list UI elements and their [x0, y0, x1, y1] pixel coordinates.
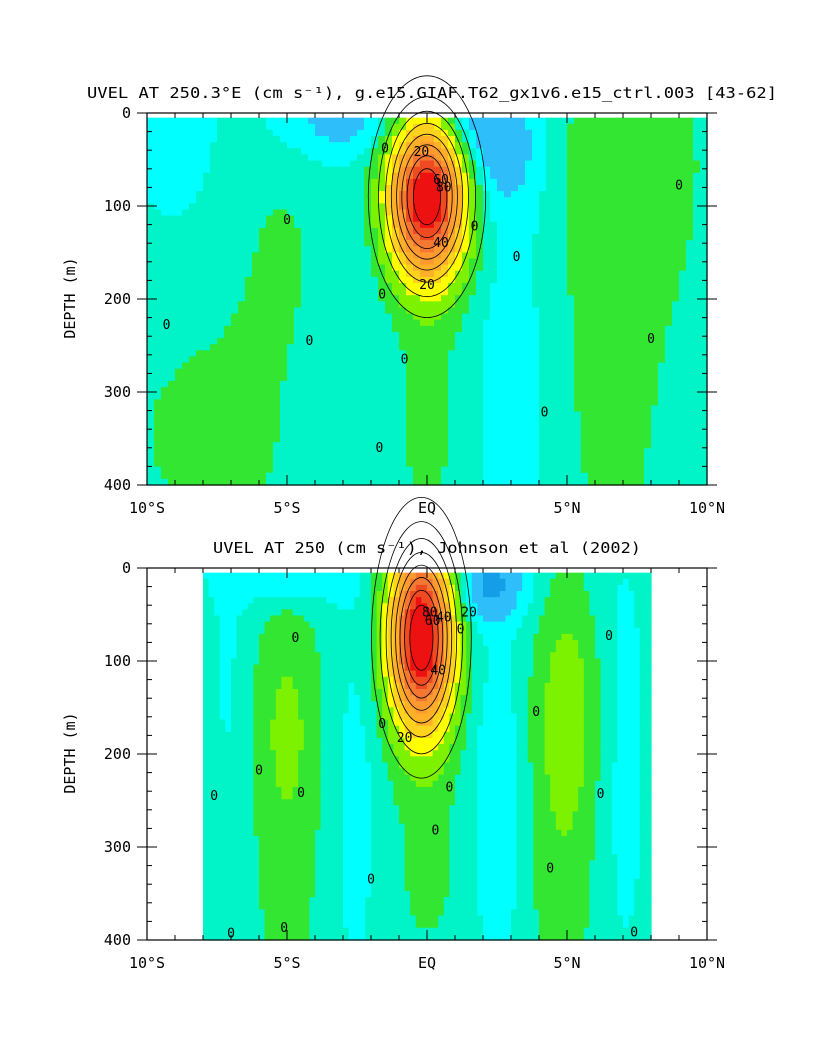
contour-label: 0	[210, 789, 218, 804]
contour-label: 20	[414, 145, 430, 160]
contour-label: 0	[605, 629, 613, 644]
y-tick-label: 300	[104, 838, 131, 856]
contour-label: 0	[457, 622, 465, 637]
y-tick-label: 0	[122, 104, 131, 122]
contour-label: 0	[227, 926, 235, 941]
x-tick-label: 10°N	[689, 954, 725, 972]
x-tick-label: 10°S	[129, 954, 165, 972]
contour-label: 0	[297, 786, 305, 801]
contour-label: 0	[675, 179, 683, 194]
chart-title: UVEL AT 250.3°E (cm s⁻¹), g.e15.GIAF.T62…	[87, 84, 777, 102]
contour-label: 0	[541, 405, 549, 420]
x-tick-label: 5°N	[553, 954, 580, 972]
y-tick-label: 200	[104, 290, 131, 308]
x-tick-label: EQ	[418, 499, 436, 517]
contour-lines	[371, 496, 472, 779]
y-axis-label: DEPTH (m)	[61, 257, 79, 338]
contour-fill	[147, 117, 708, 486]
contour-ring	[390, 552, 453, 724]
contour-label: 0	[532, 705, 540, 720]
contour-label: 0	[163, 318, 171, 333]
contour-label: 0	[378, 717, 386, 732]
contour-label: 0	[255, 764, 263, 779]
contour-ring	[379, 521, 464, 755]
x-tick-label: 5°S	[273, 499, 300, 517]
x-tick-label: 5°S	[273, 954, 300, 972]
contour-ring	[412, 168, 441, 226]
contour-label: 20	[397, 731, 413, 746]
contour-label: 40	[436, 610, 452, 625]
contour-ring	[406, 155, 448, 238]
y-tick-label: 100	[104, 652, 131, 670]
contour-ring	[401, 144, 453, 249]
y-tick-label: 300	[104, 383, 131, 401]
contour-label: 80	[422, 606, 438, 621]
contour-ring	[385, 110, 469, 283]
contour-fill	[203, 572, 652, 941]
chart-title: UVEL AT 250 (cm s⁻¹), Johnson et al (200…	[213, 539, 641, 557]
contour-label: 0	[367, 873, 375, 888]
contour-ring	[409, 604, 434, 671]
contour-label: 0	[597, 787, 605, 802]
model-panel: UVEL AT 250.3°E (cm s⁻¹), g.e15.GIAF.T62…	[61, 75, 777, 517]
contour-label: 0	[381, 141, 389, 156]
contour-ring	[404, 589, 439, 686]
contour-label: 20	[461, 606, 477, 621]
contour-ring	[396, 133, 458, 260]
contour-label: 0	[280, 921, 288, 936]
contour-ring	[385, 538, 458, 738]
contour-label: 0	[401, 352, 409, 367]
contour-label: 80	[436, 180, 452, 195]
contour-ring	[399, 577, 444, 699]
y-tick-label: 200	[104, 745, 131, 763]
x-tick-label: 10°N	[689, 499, 725, 517]
y-tick-label: 400	[104, 476, 131, 494]
contour-label: 0	[445, 780, 453, 795]
x-tick-label: 10°S	[129, 499, 165, 517]
contour-label: 0	[375, 441, 383, 456]
y-tick-label: 0	[122, 559, 131, 577]
contour-label: 20	[419, 278, 435, 293]
contour-ring	[371, 496, 472, 779]
contour-label: 0	[291, 631, 299, 646]
contour-label: 0	[513, 250, 521, 265]
observation-panel: UVEL AT 250 (cm s⁻¹), Johnson et al (200…	[61, 496, 725, 972]
contour-label: 60	[425, 614, 441, 629]
contour-ring	[395, 564, 448, 711]
contour-label: 0	[647, 332, 655, 347]
x-axis: 10°S 5°S EQ 5°N 10°N	[129, 113, 725, 517]
contour-label: 0	[471, 219, 479, 234]
y-axis-label: DEPTH (m)	[61, 712, 79, 793]
contour-ring	[367, 75, 487, 318]
y-tick-label: 400	[104, 931, 131, 949]
contour-ring	[377, 96, 476, 298]
y-tick-label: 100	[104, 197, 131, 215]
contour-ring	[390, 122, 464, 271]
contour-label: 0	[305, 334, 313, 349]
contour-label: 0	[630, 926, 638, 941]
x-axis: 10°S 5°S EQ 5°N 10°N	[129, 568, 725, 972]
contour-label: 40	[433, 236, 449, 251]
contour-label: 0	[431, 823, 439, 838]
x-tick-label: EQ	[418, 954, 436, 972]
contour-label: 0	[546, 861, 554, 876]
contour-label: 60	[433, 173, 449, 188]
contour-lines	[367, 75, 487, 318]
x-tick-label: 5°N	[553, 499, 580, 517]
contour-label: 0	[283, 213, 291, 228]
contour-label: 0	[378, 287, 386, 302]
contour-label: 40	[430, 663, 446, 678]
